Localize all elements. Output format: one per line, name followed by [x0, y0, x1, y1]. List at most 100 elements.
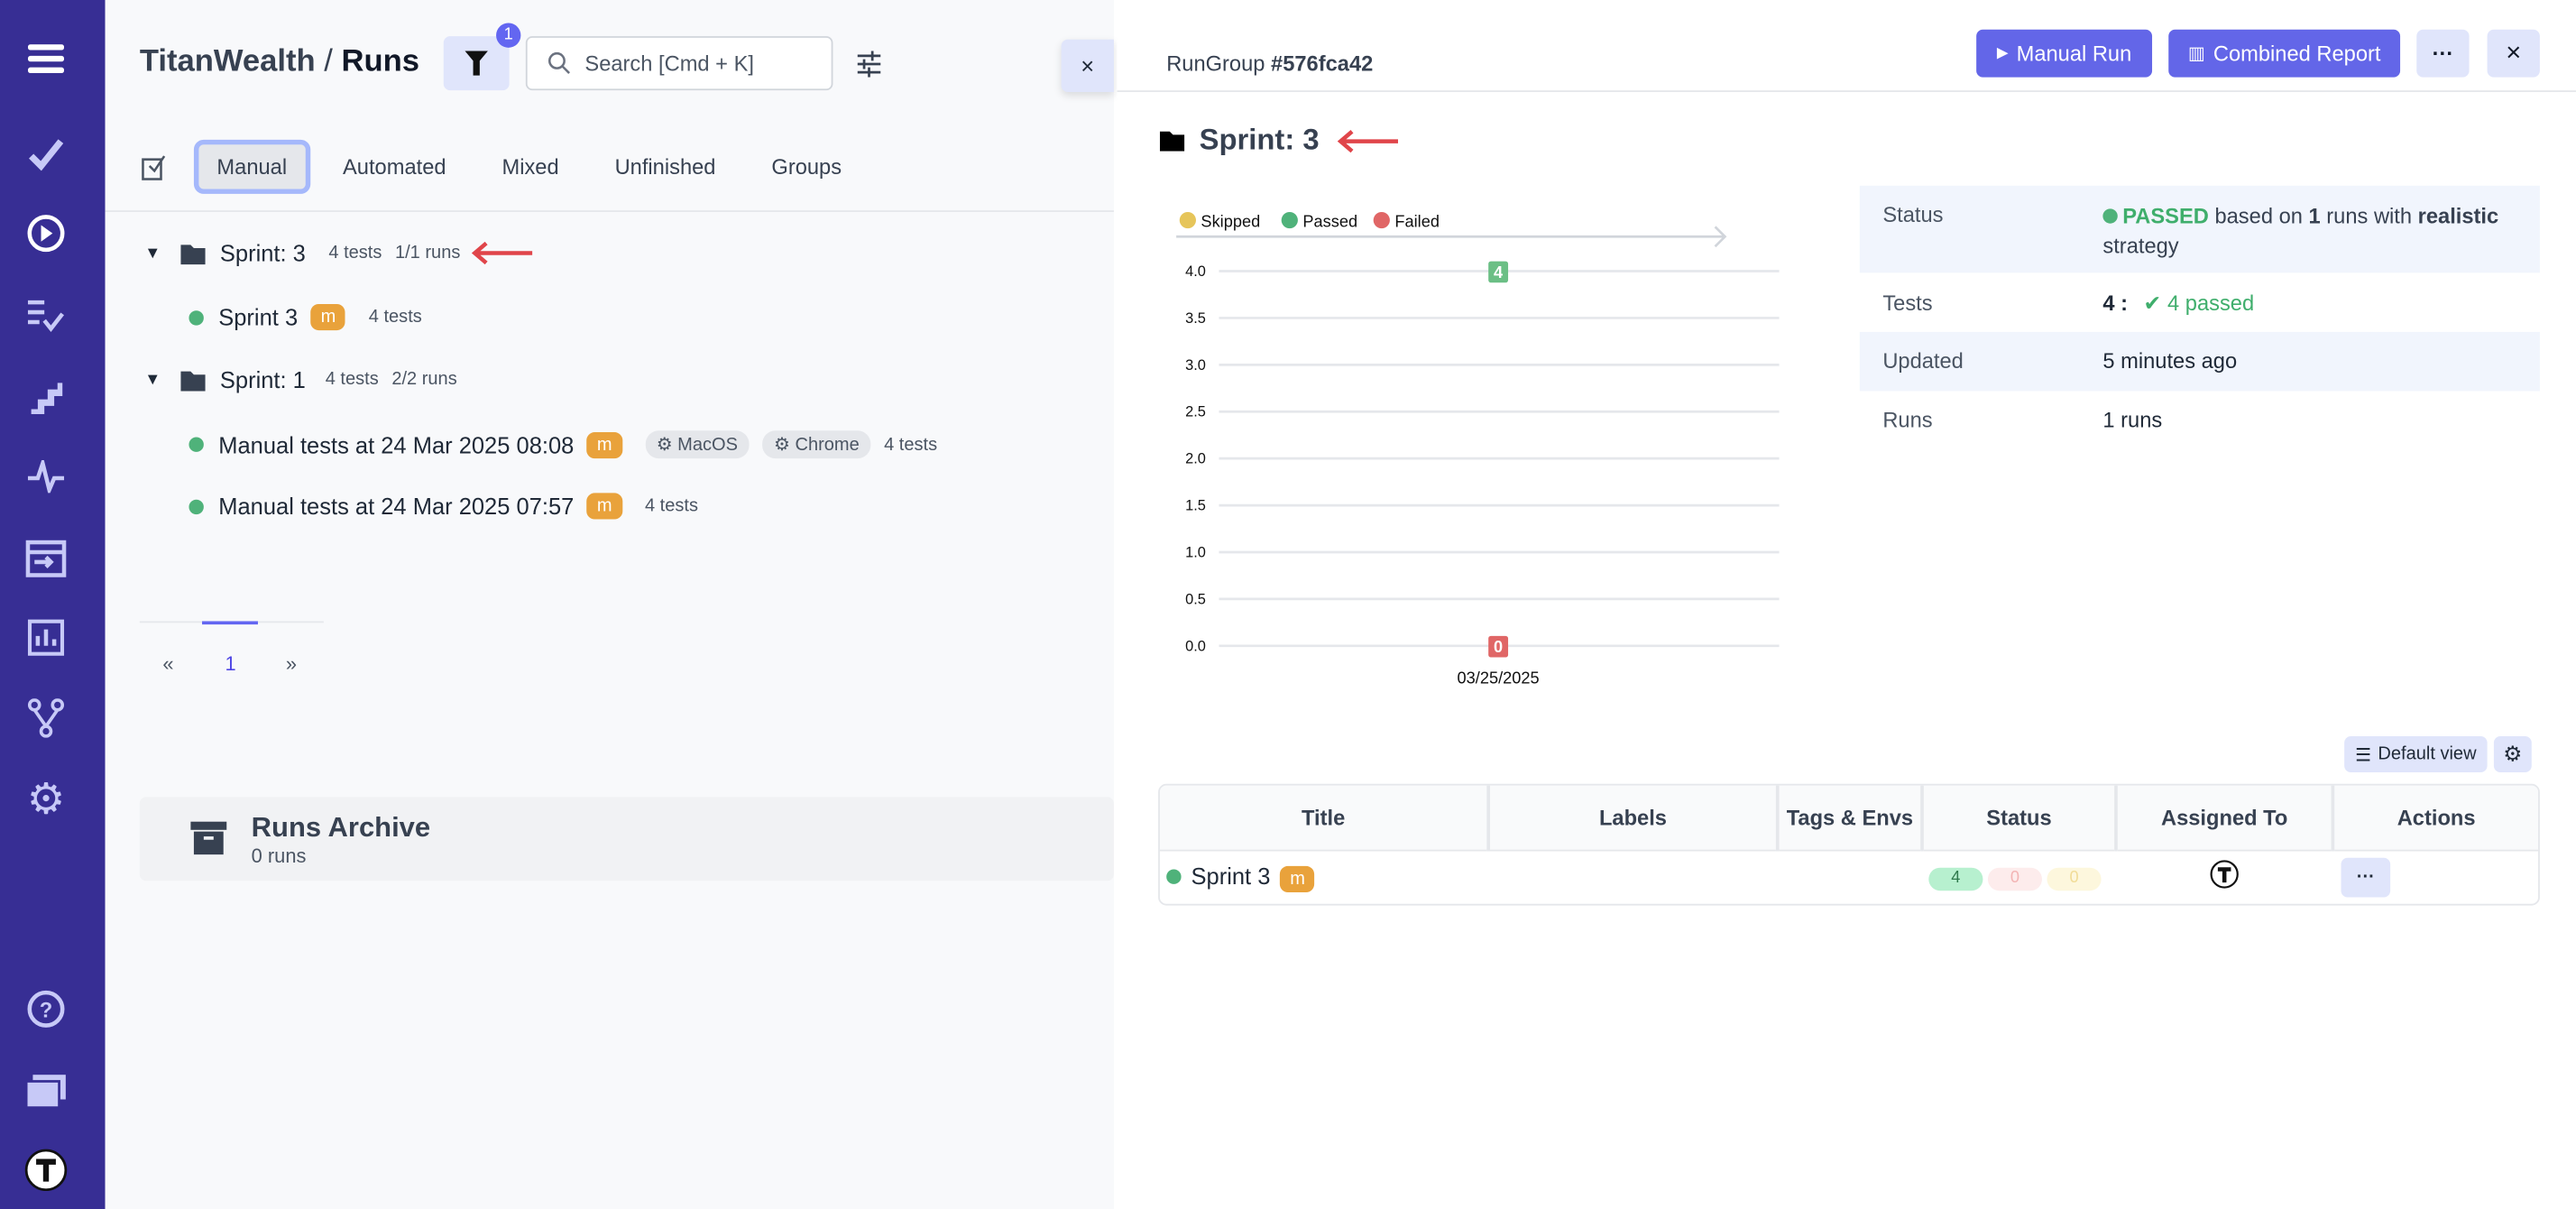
group-runs: 2/2 runs	[391, 369, 457, 390]
list-icon: ☰	[2355, 745, 2372, 765]
project-name[interactable]: TitanWealth	[139, 44, 316, 79]
column-header-assigned[interactable]: Assigned To	[2115, 785, 2335, 851]
stairs-icon[interactable]	[23, 374, 69, 420]
tab-unfinished[interactable]: Unfinished	[614, 154, 716, 180]
legend-label: Failed	[1394, 212, 1440, 230]
data-label-passed: 4	[1494, 263, 1504, 281]
legend-label: Passed	[1302, 212, 1357, 230]
filter-icon	[465, 51, 488, 76]
bar-chart-icon: ▥	[2187, 44, 2205, 65]
run-tests: 4 tests	[368, 307, 422, 328]
skipped-count: 0	[2047, 868, 2102, 891]
close-button[interactable]: ×	[2487, 29, 2540, 78]
more-button[interactable]: ···	[2416, 29, 2470, 78]
check-icon[interactable]	[23, 132, 69, 178]
filter-button[interactable]	[443, 36, 510, 91]
tabs: Manual Automated Mixed Unfinished Groups	[142, 139, 875, 194]
y-tick-label: 4.0	[1185, 263, 1206, 280]
search-input[interactable]: Search [Cmd + K]	[525, 36, 833, 91]
folder-icon	[180, 370, 206, 391]
y-tick-label: 0.5	[1185, 591, 1206, 607]
legend-scroll-arrow	[1176, 226, 1727, 248]
folder-icon	[1159, 131, 1185, 152]
list-check-icon[interactable]	[23, 292, 69, 338]
run-row[interactable]: Manual tests at 24 Mar 2025 07:57 m 4 te…	[189, 493, 698, 520]
pulse-icon[interactable]	[23, 454, 69, 500]
gear-icon[interactable]: ⚙	[26, 772, 66, 823]
run-title: Sprint 3	[218, 303, 299, 331]
column-header-status[interactable]: Status	[1922, 785, 2118, 851]
help-icon[interactable]: ?	[23, 986, 69, 1032]
branch-icon[interactable]	[23, 695, 69, 741]
search-icon	[547, 51, 571, 74]
runs-archive[interactable]: Runs Archive 0 runs	[139, 797, 1114, 881]
group-row-sprint-3[interactable]: ▼ Sprint: 3 4 tests 1/1 runs	[144, 240, 536, 266]
folder-icon	[180, 244, 206, 264]
group-title: Sprint: 1	[219, 366, 306, 393]
legend-marker	[1373, 211, 1390, 229]
x-tick-label: 03/25/2025	[1458, 669, 1540, 688]
gear-icon: ⚙	[656, 435, 673, 456]
y-tick-label: 1.5	[1185, 498, 1206, 514]
bar-chart-icon[interactable]	[23, 614, 69, 660]
runs-panel: TitanWealth / Runs 1 Search [Cmd + K] × …	[105, 0, 1114, 1209]
group-title: Sprint: 3	[219, 239, 306, 267]
svg-text:?: ?	[40, 999, 52, 1022]
chevron-down-icon[interactable]: ▼	[144, 370, 161, 389]
data-point-passed	[1488, 261, 1509, 283]
select-checkbox-icon[interactable]	[142, 152, 171, 181]
sliders-icon[interactable]	[856, 51, 882, 85]
default-view-button[interactable]: ☰ Default view	[2344, 735, 2488, 773]
column-header-title[interactable]: Title	[1159, 785, 1491, 851]
manual-run-button[interactable]: ▶ Manual Run	[1976, 29, 2153, 78]
tab-automated[interactable]: Automated	[343, 154, 446, 180]
folders-icon[interactable]	[23, 1068, 69, 1114]
divider	[1117, 90, 2576, 92]
passed-count: 4	[1928, 868, 1983, 891]
runs-row: Runs 1 runs	[1882, 407, 2163, 433]
legend-label: Skipped	[1201, 212, 1260, 230]
table-settings-button[interactable]: ⚙	[2493, 735, 2532, 773]
column-header-actions[interactable]: Actions	[2332, 785, 2539, 851]
tab-manual[interactable]: Manual	[193, 139, 310, 194]
prev-page[interactable]: «	[162, 652, 174, 676]
failed-count: 0	[1987, 868, 2043, 891]
updated-row: Updated 5 minutes ago	[1859, 331, 2540, 392]
y-tick-label: 3.0	[1185, 357, 1206, 374]
next-page[interactable]: »	[285, 652, 298, 676]
column-header-labels[interactable]: Labels	[1488, 785, 1780, 851]
archive-title: Runs Archive	[251, 811, 431, 844]
run-tests: 4 tests	[884, 434, 938, 455]
run-tests: 4 tests	[644, 496, 698, 516]
data-point-failed	[1488, 635, 1509, 658]
env-tag-macos: ⚙ MacOS	[644, 430, 750, 459]
passed-status-icon	[189, 437, 204, 452]
run-title: Manual tests at 24 Mar 2025 07:57	[218, 493, 575, 520]
breadcrumb: TitanWealth / Runs	[140, 44, 419, 80]
group-row-sprint-1[interactable]: ▼ Sprint: 1 4 tests 2/2 runs	[144, 366, 456, 392]
menu-icon[interactable]	[23, 36, 69, 82]
page-1[interactable]: 1	[225, 652, 236, 676]
avatar[interactable]	[23, 1147, 69, 1193]
run-row[interactable]: Sprint 3 m 4 tests	[189, 303, 422, 331]
row-actions-button[interactable]: ···	[2341, 857, 2391, 898]
collapse-panel-button[interactable]: ×	[1061, 39, 1114, 92]
run-row[interactable]: Manual tests at 24 Mar 2025 08:08 m ⚙ Mac…	[189, 430, 938, 459]
rungroup-id: RunGroup #576fca42	[1166, 51, 1374, 76]
tests-row: Tests 4 : ✔ 4 passed	[1882, 291, 2255, 316]
tab-groups[interactable]: Groups	[771, 154, 842, 180]
detail-title: Sprint: 3	[1159, 124, 1402, 158]
filter-count-badge: 1	[496, 23, 521, 48]
combined-report-button[interactable]: ▥ Combined Report	[2168, 29, 2401, 78]
run-group-detail: RunGroup #576fca42 ▶ Manual Run ▥ Combined…	[1117, 0, 2576, 1209]
tab-mixed[interactable]: Mixed	[501, 154, 559, 180]
row-title[interactable]: Sprint 3	[1191, 862, 1271, 889]
y-tick-label: 2.0	[1185, 451, 1206, 467]
play-circle-icon[interactable]	[23, 210, 69, 256]
chevron-down-icon[interactable]: ▼	[144, 244, 161, 263]
passed-status-icon	[189, 498, 204, 514]
import-icon[interactable]	[23, 536, 69, 582]
column-header-tags[interactable]: Tags & Envs	[1777, 785, 1924, 851]
check-circle-icon: ✔	[2143, 291, 2162, 316]
